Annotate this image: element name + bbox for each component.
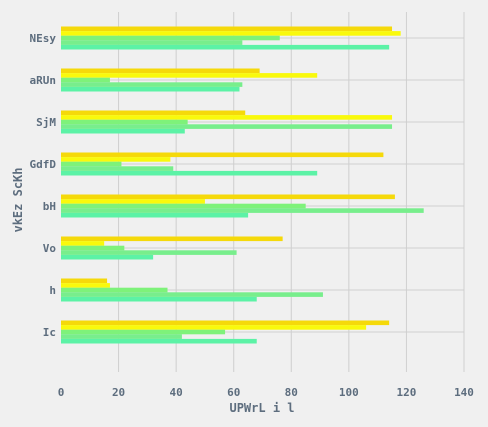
x-tick-label: 20: [112, 386, 125, 399]
x-tick-labels: 0 20 40 60 80 100 120 140: [58, 386, 474, 399]
y-tick-label: Vo: [43, 242, 57, 255]
bar-bH-4: [61, 208, 424, 213]
y-tick-label: Ic: [43, 326, 56, 339]
bar-SjM-3: [61, 119, 188, 125]
bar-GdfD-3: [61, 161, 122, 167]
y-tick-label: GdfD: [30, 158, 57, 171]
bar-Vo-5: [61, 254, 154, 260]
bar-bH-5: [61, 212, 249, 218]
bar-NEsy-2: [61, 31, 401, 36]
bar-aRUn-2: [61, 73, 318, 78]
y-tick-label: h: [49, 284, 56, 297]
bar-h-3: [61, 287, 168, 293]
bar-Ic-1: [61, 320, 390, 326]
y-tick-label: aRUn: [30, 74, 57, 87]
bar-Vo-3: [61, 245, 125, 251]
bar-h-5: [61, 296, 257, 302]
x-tick-label: 120: [396, 386, 416, 399]
y-tick-label: bH: [43, 200, 56, 213]
bar-SjM-4: [61, 124, 393, 129]
x-tick-label: 40: [170, 386, 183, 399]
bar-Ic-4: [61, 334, 182, 339]
y-tick-labels: NEsy aRUn SjM GdfD bH Vo h Ic: [30, 32, 57, 339]
bar-aRUn-1: [61, 68, 260, 74]
bar-NEsy-1: [61, 26, 393, 32]
bar-Ic-2: [61, 325, 367, 330]
bar-aRUn-5: [61, 86, 240, 92]
bar-Ic-5: [61, 338, 257, 344]
y-tick-label: NEsy: [30, 32, 57, 45]
bar-GdfD-5: [61, 170, 318, 176]
x-tick-label: 60: [227, 386, 240, 399]
bars: [61, 26, 424, 344]
bar-SjM-2: [61, 115, 393, 120]
x-tick-label: 0: [58, 386, 65, 399]
bar-NEsy-5: [61, 44, 390, 50]
bar-GdfD-2: [61, 157, 171, 162]
bar-aRUn-3: [61, 77, 110, 83]
grid-lines: [61, 12, 465, 372]
bar-Ic-3: [61, 329, 226, 335]
y-tick-label: SjM: [36, 116, 56, 129]
x-axis-label: UPWrL i l: [229, 401, 294, 415]
bar-GdfD-1: [61, 152, 384, 158]
bar-GdfD-4: [61, 166, 174, 171]
bar-SjM-5: [61, 128, 185, 134]
bar-SjM-1: [61, 110, 246, 116]
bar-h-1: [61, 278, 108, 284]
bar-bH-1: [61, 194, 395, 200]
y-axis-label: vkEz ScKh: [11, 167, 25, 232]
bar-NEsy-3: [61, 35, 280, 41]
bar-Vo-4: [61, 250, 237, 255]
x-tick-label: 140: [454, 386, 474, 399]
bar-h-4: [61, 292, 323, 297]
bar-bH-2: [61, 199, 205, 204]
bar-h-2: [61, 283, 110, 288]
bar-aRUn-4: [61, 82, 243, 87]
bar-NEsy-4: [61, 40, 243, 45]
bar-Vo-1: [61, 236, 283, 242]
bar-bH-3: [61, 203, 306, 209]
x-tick-label: 80: [285, 386, 298, 399]
bar-Vo-2: [61, 241, 105, 246]
x-tick-label: 100: [339, 386, 359, 399]
